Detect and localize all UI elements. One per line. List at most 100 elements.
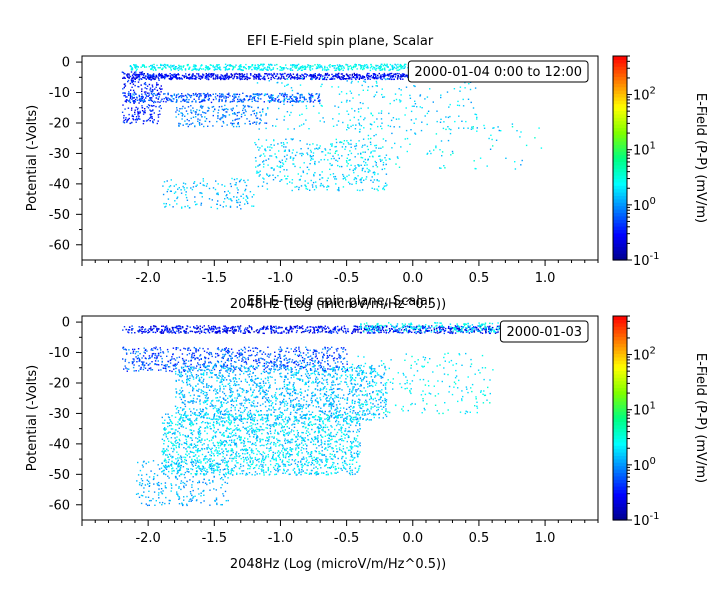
scatter-point	[143, 120, 145, 122]
scatter-point	[285, 75, 288, 77]
scatter-point	[274, 331, 276, 334]
scatter-point	[247, 197, 249, 199]
scatter-point	[329, 78, 331, 80]
scatter-point	[133, 101, 135, 103]
scatter-point	[141, 95, 144, 97]
scatter-point	[143, 111, 145, 113]
scatter-point	[357, 119, 360, 121]
colorbar-segment	[613, 93, 627, 98]
scatter-point	[354, 145, 356, 148]
scatter-point	[386, 329, 388, 331]
scatter-point	[444, 167, 446, 169]
scatter-point	[244, 76, 247, 78]
scatter-point	[135, 64, 137, 66]
scatter-point	[288, 149, 290, 151]
scatter-point	[254, 95, 256, 98]
scatter-point	[440, 330, 442, 333]
scatter-point	[281, 349, 283, 351]
scatter-point	[184, 183, 187, 185]
scatter-point	[346, 369, 348, 372]
scatter-point	[153, 101, 155, 104]
scatter-point	[326, 73, 328, 76]
scatter-point	[346, 363, 348, 365]
scatter-point	[212, 110, 215, 113]
scatter-point	[317, 95, 320, 98]
scatter-point	[168, 186, 171, 188]
scatter-point	[435, 328, 438, 330]
colorbar-segment	[613, 147, 627, 152]
scatter-point	[461, 329, 463, 331]
scatter-point	[139, 329, 141, 332]
scatter-point	[459, 86, 462, 88]
scatter-point	[137, 111, 139, 113]
scatter-point	[291, 138, 293, 141]
scatter-point	[378, 67, 381, 70]
scatter-point	[276, 96, 279, 98]
scatter-point	[370, 326, 372, 328]
scatter-point	[311, 184, 314, 186]
scatter-point	[350, 143, 352, 145]
scatter-point	[323, 186, 325, 188]
scatter-point	[162, 100, 165, 103]
scatter-point	[384, 69, 386, 71]
scatter-point	[317, 66, 319, 69]
scatter-point	[204, 77, 206, 79]
scatter-point	[391, 328, 393, 330]
scatter-point	[238, 96, 240, 98]
scatter-point	[260, 119, 262, 122]
scatter-point	[347, 126, 349, 128]
scatter-point	[479, 324, 481, 326]
scatter-point	[130, 66, 132, 68]
scatter-point	[315, 350, 317, 352]
scatter-point	[380, 63, 382, 66]
scatter-point	[152, 120, 154, 122]
scatter-point	[342, 121, 344, 124]
scatter-point	[156, 82, 158, 84]
scatter-point	[362, 67, 364, 69]
scatter-point	[169, 75, 171, 77]
scatter-point	[414, 132, 416, 134]
scatter-point	[351, 183, 353, 185]
scatter-point	[181, 115, 184, 117]
scatter-point	[170, 65, 172, 68]
scatter-point	[368, 72, 370, 75]
scatter-point	[395, 325, 397, 327]
scatter-point	[219, 95, 221, 97]
scatter-point	[436, 324, 438, 327]
scatter-point	[162, 193, 165, 196]
scatter-point	[328, 74, 330, 77]
scatter-point	[212, 65, 214, 68]
scatter-point	[416, 106, 418, 108]
scatter-point	[301, 77, 303, 79]
scatter-point	[449, 103, 451, 106]
scatter-point	[225, 350, 227, 353]
scatter-point	[470, 328, 472, 330]
scatter-point	[346, 73, 348, 76]
scatter-point	[398, 88, 400, 90]
scatter-point	[182, 185, 184, 188]
scatter-point	[146, 88, 148, 90]
scatter-point	[276, 63, 278, 66]
scatter-point	[313, 189, 316, 191]
scatter-point	[354, 110, 356, 112]
scatter-point	[322, 184, 324, 187]
scatter-point	[401, 325, 404, 328]
scatter-point	[160, 85, 162, 87]
scatter-point	[314, 148, 316, 150]
scatter-point	[385, 331, 388, 333]
scatter-point	[271, 365, 273, 367]
scatter-point	[185, 332, 187, 334]
scatter-point	[456, 325, 458, 328]
scatter-point	[310, 94, 312, 96]
scatter-point	[345, 160, 348, 162]
scatter-point	[370, 179, 372, 182]
scatter-point	[160, 77, 163, 79]
colorbar-segment	[613, 120, 627, 125]
scatter-point	[375, 67, 378, 70]
scatter-point	[280, 67, 282, 69]
scatter-point	[224, 349, 226, 351]
scatter-point	[185, 196, 188, 199]
scatter-point	[342, 186, 345, 188]
colorbar-segment	[613, 215, 627, 220]
scatter-point	[316, 144, 318, 146]
